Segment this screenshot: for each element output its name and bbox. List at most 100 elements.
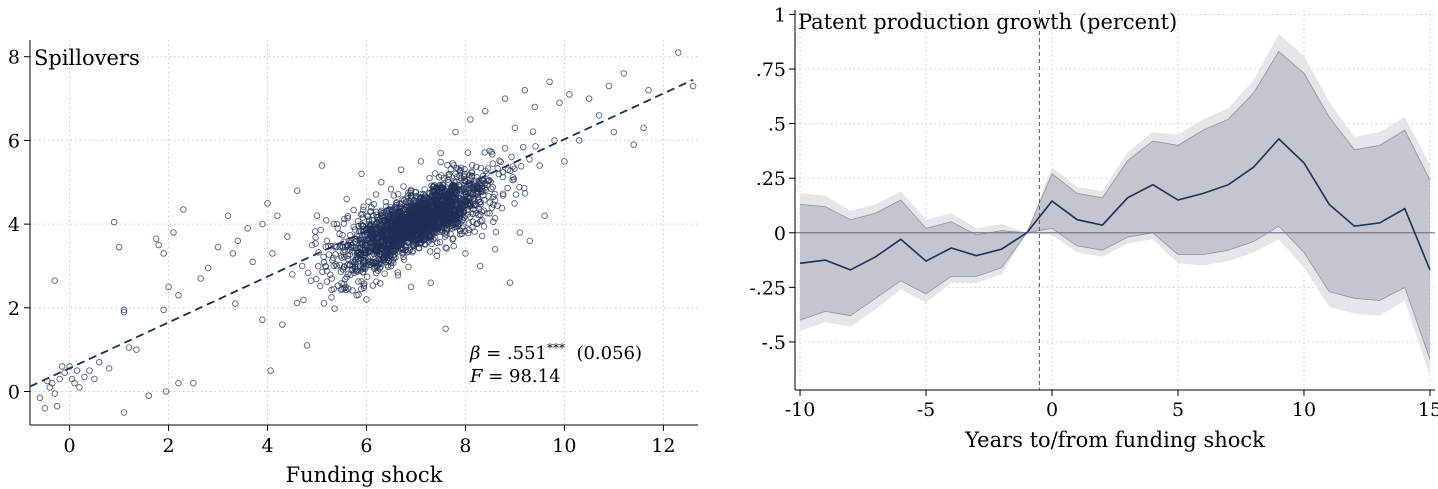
x-tick-label: 15 [1418, 399, 1438, 421]
scatter-point [453, 213, 461, 221]
scatter-point [452, 128, 459, 136]
scatter-point [399, 196, 406, 203]
scatter-point [451, 224, 458, 231]
scatter-point [318, 162, 326, 169]
scatter-point [409, 247, 417, 255]
scatter-point [339, 285, 346, 293]
scatter-point [197, 275, 204, 282]
scatter-point [491, 245, 499, 253]
scatter-point [452, 207, 459, 214]
scatter-point [170, 229, 177, 236]
scatter-point [424, 216, 431, 223]
scatter-point [495, 170, 503, 178]
y-tick-label: 6 [8, 130, 20, 152]
scatter-point [284, 233, 291, 240]
scatter-point [342, 286, 350, 294]
f-stat-annotation: F = 98.14 [469, 366, 561, 387]
scatter-point [460, 209, 467, 216]
scatter-point [382, 225, 389, 233]
scatter-point [445, 171, 452, 179]
scatter-point [328, 275, 336, 282]
scatter-point [160, 306, 167, 314]
scatter-point [529, 128, 537, 135]
scatter-point [364, 237, 372, 244]
scatter-point [317, 226, 324, 234]
scatter-point [435, 174, 443, 181]
scatter-point [394, 190, 402, 198]
scatter-point [519, 143, 527, 151]
y-tick-label: .75 [756, 59, 786, 81]
scatter-point [420, 194, 428, 201]
scatter-point [160, 250, 167, 257]
scatter-point [645, 86, 652, 94]
scatter-point [473, 220, 480, 228]
scatter-point [477, 164, 485, 172]
x-tick-label: -10 [785, 399, 816, 421]
scatter-point [484, 209, 491, 217]
scatter-point [491, 190, 498, 198]
scatter-point [450, 242, 457, 250]
scatter-point [363, 273, 371, 281]
scatter-point [320, 253, 327, 261]
scatter-point [460, 185, 467, 193]
scatter-point [471, 182, 478, 190]
scatter-point [360, 203, 367, 211]
scatter-point [417, 238, 425, 246]
scatter-point [370, 242, 378, 249]
scatter-point [86, 367, 93, 374]
scatter-point [501, 145, 509, 152]
y-tick-label: -.25 [749, 277, 786, 299]
scatter-point [447, 184, 455, 192]
scatter-point [232, 300, 239, 307]
y-tick-label: -.5 [761, 332, 786, 354]
scatter-point [425, 233, 433, 241]
scatter-point [382, 198, 390, 206]
y-tick-label: 1 [774, 4, 786, 26]
scatter-point [561, 158, 568, 165]
scatter-point [396, 229, 404, 236]
x-tick-label: 4 [261, 435, 273, 457]
scatter-point [229, 250, 237, 257]
scatter-point [474, 190, 481, 198]
scatter-point [344, 252, 352, 260]
scatter-point [437, 158, 444, 166]
scatter-point [439, 184, 447, 191]
scatter-point [521, 86, 529, 94]
scatter-point [259, 316, 266, 324]
scatter-point [155, 241, 162, 249]
scatter-point [53, 402, 61, 410]
scatter-point [454, 205, 461, 213]
scatter-point [68, 375, 76, 383]
y-tick-label: .25 [756, 168, 786, 190]
scatter-point [334, 282, 342, 289]
scatter-point [449, 236, 456, 243]
scatter-point [489, 183, 496, 191]
scatter-point [91, 375, 98, 383]
scatter-point [424, 234, 432, 242]
scatter-point [356, 252, 363, 259]
scatter-point [459, 223, 467, 230]
scatter-point [449, 160, 456, 167]
scatter-point [516, 184, 523, 191]
scatter-point [446, 170, 453, 178]
scatter-point [421, 186, 428, 193]
scatter-point [491, 214, 499, 222]
scatter-point [405, 263, 412, 271]
scatter-point [470, 199, 477, 207]
scatter-point [51, 390, 58, 397]
scatter-point [264, 199, 271, 207]
x-tick-label: -5 [917, 399, 936, 421]
scatter-point [526, 237, 534, 245]
scatter-point [355, 222, 362, 230]
scatter-point [509, 173, 517, 181]
scatter-point [468, 168, 475, 176]
scatter-point [465, 229, 472, 237]
scatter-point [249, 258, 256, 266]
scatter-point [417, 158, 425, 165]
scatter-point [360, 282, 368, 289]
scatter-point [369, 282, 377, 289]
scatter-point [391, 217, 399, 224]
scatter-point [165, 283, 172, 291]
inner-confidence-band [800, 51, 1430, 360]
scatter-point [498, 204, 506, 212]
